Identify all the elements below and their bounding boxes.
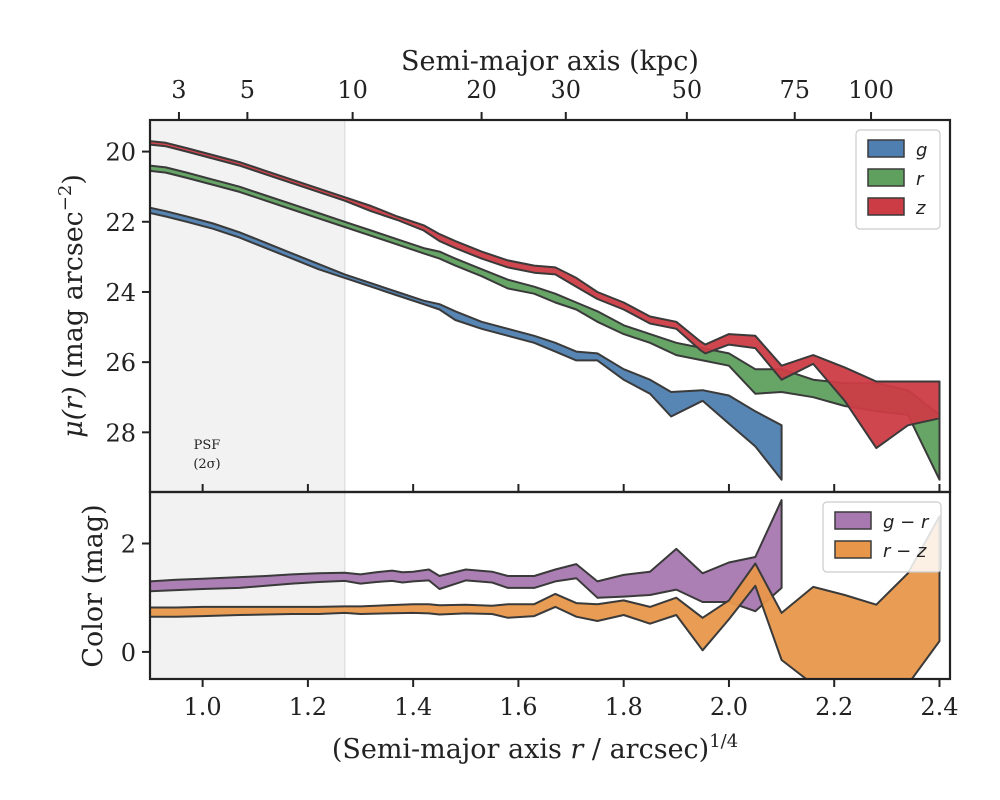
top-x-tick-label: 30 — [551, 76, 582, 104]
band-z — [150, 140, 941, 450]
top-axis-title: Semi-major axis (kpc) — [401, 46, 699, 77]
psf-label-line2: (2σ) — [193, 457, 220, 472]
band-r — [150, 164, 941, 481]
top-x-tick-label: 5 — [240, 76, 255, 104]
top-x-tick-label: 20 — [466, 76, 497, 104]
legend-label: g — [916, 140, 927, 161]
bottom-x-tick-label: 2.0 — [710, 693, 748, 721]
psf-region — [150, 120, 346, 679]
legend-label: r — [916, 169, 925, 190]
legend-swatch — [834, 511, 872, 530]
bottom-x-tick-label: 1.8 — [605, 693, 643, 721]
bottom-x-tick-label: 2.2 — [815, 693, 853, 721]
top-y-tick-label: 24 — [105, 279, 136, 307]
bottom-x-tick-label: 1.0 — [184, 693, 222, 721]
legend-color: g − r r − z — [822, 501, 942, 573]
psf-shade-top — [150, 120, 345, 492]
top-y-tick-label: 22 — [105, 209, 136, 237]
top-y-tick-label: 26 — [105, 349, 136, 377]
legend-swatch — [867, 139, 905, 158]
top-x-tick-label: 10 — [337, 76, 368, 104]
bottom-x-tick-label: 1.2 — [289, 693, 327, 721]
psf-label-line1: PSF — [194, 438, 221, 453]
top-x-tick-label: 75 — [779, 76, 810, 104]
top-y-axis-title: μ(r)(mag arcsec−2) — [55, 174, 89, 438]
top-x-tick-label: 100 — [848, 76, 894, 104]
bottom-x-tick-label: 1.6 — [499, 693, 537, 721]
bottom-y-tick-label: 0 — [121, 639, 136, 667]
bottom-panel-frame — [148, 490, 952, 681]
legend-label: z — [915, 198, 926, 219]
bottom-axis-title: (Semi-major axis r / arcsec)1/4 — [332, 731, 738, 765]
bottom-x-tick-label: 1.4 — [394, 693, 432, 721]
top-x-tick-label: 50 — [672, 76, 703, 104]
top-y-tick-label: 28 — [105, 419, 136, 447]
top-x-tick-label: 3 — [171, 76, 186, 104]
bottom-y-axis-title: Color (mag) — [78, 504, 109, 667]
color-series — [150, 499, 941, 679]
legend-swatch — [867, 197, 905, 216]
band-g-minus-r — [150, 499, 783, 613]
band-r-minus-z — [150, 515, 941, 679]
surface-brightness-series — [150, 140, 941, 481]
bottom-y-tick-label: 2 — [121, 530, 136, 558]
legend-surface-brightness: grz — [855, 129, 941, 230]
legend-label: g − r — [883, 512, 930, 533]
bottom-x-tick-label: 2.4 — [920, 693, 958, 721]
band-g — [150, 206, 783, 481]
top-y-tick-label: 20 — [105, 139, 136, 167]
legend-swatch — [867, 168, 905, 187]
legend-label: r − z — [883, 541, 927, 562]
legend-swatch — [834, 540, 872, 559]
